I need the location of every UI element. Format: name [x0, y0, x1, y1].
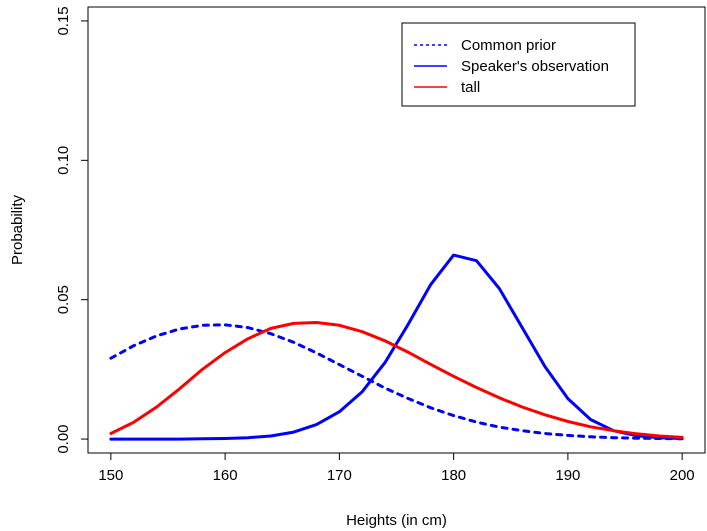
y-axis-label: Probability	[9, 194, 26, 265]
plot-frame	[87, 6, 706, 454]
legend-box	[401, 22, 636, 107]
legend-label: tall	[461, 79, 480, 96]
x-tick-label: 180	[441, 467, 466, 484]
x-axis: 150 160 170 180 190 200	[98, 453, 695, 484]
legend-items: Common prior Speaker's observation tall	[414, 37, 609, 96]
series-line-common-prior	[109, 323, 684, 441]
legend-label: Common prior	[461, 37, 556, 54]
y-axis: 0.00 0.05 0.10 0.15	[55, 6, 88, 454]
x-tick-label: 150	[98, 467, 123, 484]
series-layer	[109, 253, 684, 441]
x-tick-label: 200	[670, 467, 695, 484]
y-tick-label: 0.10	[55, 146, 72, 175]
series-line-speaker-s-observation	[109, 253, 684, 441]
series-line-tall	[109, 321, 684, 439]
y-tick-label: 0.15	[55, 6, 72, 35]
x-tick-label: 170	[327, 467, 352, 484]
x-tick-label: 190	[555, 467, 580, 484]
legend-label: Speaker's observation	[461, 58, 609, 75]
y-tick-label: 0.00	[55, 424, 72, 453]
x-axis-label: Heights (in cm)	[346, 512, 447, 529]
y-tick-label: 0.05	[55, 285, 72, 314]
legend: Common prior Speaker's observation tall	[401, 22, 636, 107]
x-tick-label: 160	[213, 467, 238, 484]
